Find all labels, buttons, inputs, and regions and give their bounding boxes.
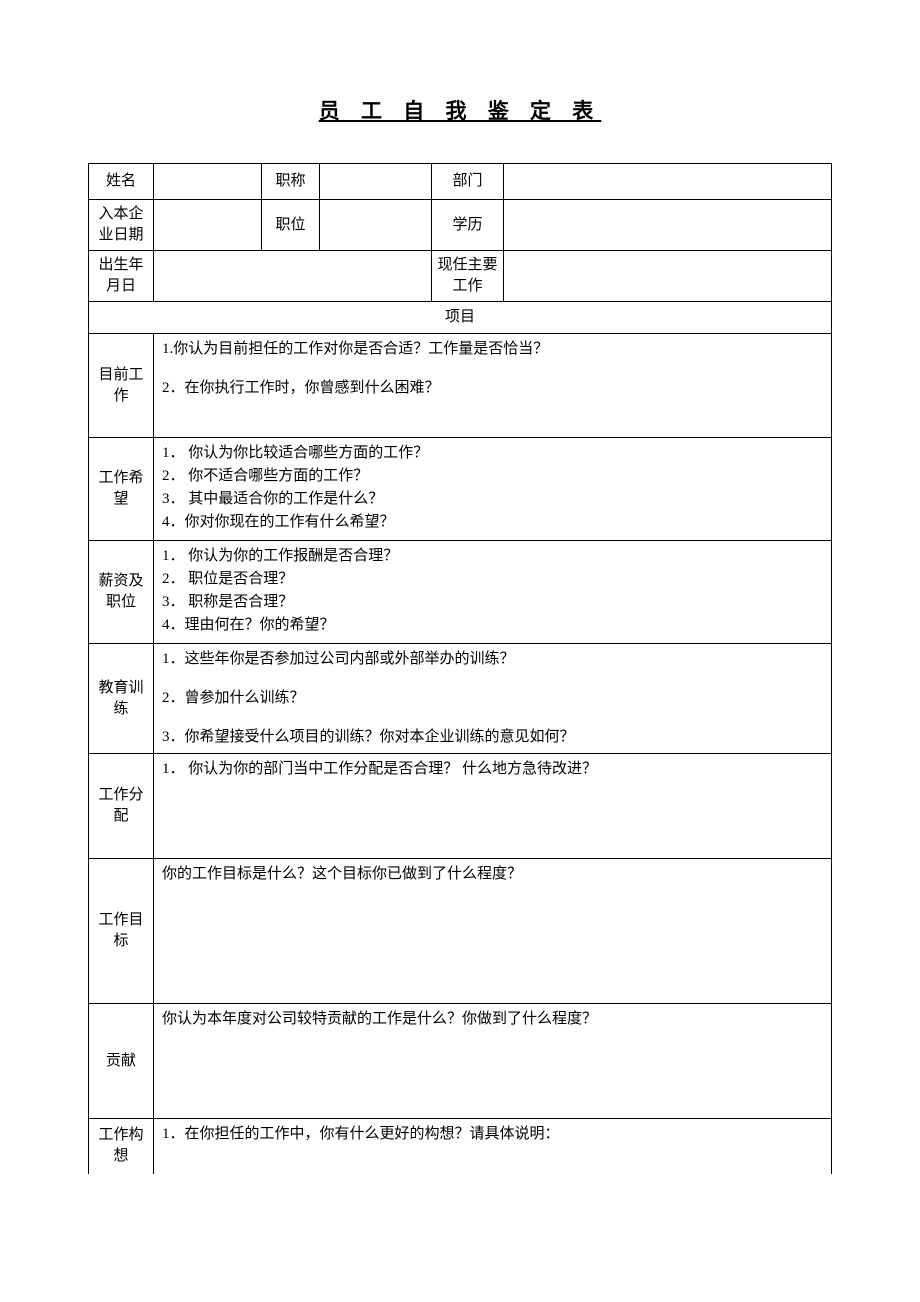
page-title: 员 工 自 我 鉴 定 表 — [88, 95, 832, 125]
content-work-allocation: 1． 你认为你的部门当中工作分配是否合理？ 什么地方急待改进？ — [154, 754, 832, 859]
label-training: 教育训练 — [89, 644, 154, 754]
q-text: 1．这些年你是否参加过公司内部或外部举办的训练？ — [162, 649, 823, 670]
q-text: 3． 其中最适合你的工作是什么？ — [162, 489, 823, 510]
label-education: 学历 — [432, 200, 504, 251]
label-current-main-work: 现任主要工作 — [432, 251, 504, 302]
label-work-goal: 工作目标 — [89, 859, 154, 1004]
content-work-hope: 1． 你认为你比较适合哪些方面的工作？ 2． 你不适合哪些方面的工作？ 3． 其… — [154, 438, 832, 541]
q-text: 3．你希望接受什么项目的训练？你对本企业训练的意见如何？ — [162, 727, 823, 748]
label-department: 部门 — [432, 164, 504, 200]
content-contribution: 你认为本年度对公司较特贡献的工作是什么？你做到了什么程度？ — [154, 1004, 832, 1119]
q-text: 1． 你认为你比较适合哪些方面的工作？ — [162, 443, 823, 464]
q-text: 2． 职位是否合理？ — [162, 569, 823, 590]
field-join-date — [154, 200, 262, 251]
self-appraisal-table: 姓名 职称 部门 入本企业日期 职位 学历 出生年月日 现任主要工作 项目 目前… — [88, 163, 832, 1174]
label-birth-date: 出生年月日 — [89, 251, 154, 302]
label-work-idea: 工作构想 — [89, 1119, 154, 1174]
field-birth-date — [154, 251, 432, 302]
q-text: 1.你认为目前担任的工作对你是否合适？工作量是否恰当？ — [162, 339, 823, 360]
q-text: 你认为本年度对公司较特贡献的工作是什么？你做到了什么程度？ — [162, 1009, 823, 1030]
content-work-idea: 1．在你担任的工作中，你有什么更好的构想？请具体说明： — [154, 1119, 832, 1174]
content-salary-position: 1． 你认为你的工作报酬是否合理？ 2． 职位是否合理？ 3． 职称是否合理？ … — [154, 541, 832, 644]
field-education — [504, 200, 832, 251]
field-department — [504, 164, 832, 200]
field-name — [154, 164, 262, 200]
q-text: 2． 你不适合哪些方面的工作？ — [162, 466, 823, 487]
label-current-work: 目前工作 — [89, 334, 154, 438]
label-name: 姓名 — [89, 164, 154, 200]
q-text: 1． 你认为你的工作报酬是否合理？ — [162, 546, 823, 567]
field-title — [320, 164, 432, 200]
label-contribution: 贡献 — [89, 1004, 154, 1119]
label-work-hope: 工作希望 — [89, 438, 154, 541]
q-text: 2．在你执行工作时，你曾感到什么困难？ — [162, 378, 823, 399]
field-current-main-work — [504, 251, 832, 302]
q-text: 4．理由何在？你的希望？ — [162, 615, 823, 636]
content-current-work: 1.你认为目前担任的工作对你是否合适？工作量是否恰当？ 2．在你执行工作时，你曾… — [154, 334, 832, 438]
q-text: 4．你对你现在的工作有什么希望？ — [162, 512, 823, 533]
content-work-goal: 你的工作目标是什么？这个目标你已做到了什么程度？ — [154, 859, 832, 1004]
label-position: 职位 — [262, 200, 320, 251]
q-text: 2．曾参加什么训练？ — [162, 688, 823, 709]
q-text: 你的工作目标是什么？这个目标你已做到了什么程度？ — [162, 864, 823, 885]
label-join-date: 入本企业日期 — [89, 200, 154, 251]
q-text: 1． 你认为你的部门当中工作分配是否合理？ 什么地方急待改进？ — [162, 759, 823, 780]
content-training: 1．这些年你是否参加过公司内部或外部举办的训练？ 2．曾参加什么训练？ 3．你希… — [154, 644, 832, 754]
label-work-allocation: 工作分配 — [89, 754, 154, 859]
q-text: 1．在你担任的工作中，你有什么更好的构想？请具体说明： — [162, 1124, 823, 1145]
label-salary-position: 薪资及职位 — [89, 541, 154, 644]
label-title: 职称 — [262, 164, 320, 200]
field-position — [320, 200, 432, 251]
section-header: 项目 — [89, 302, 832, 334]
q-text: 3． 职称是否合理？ — [162, 592, 823, 613]
